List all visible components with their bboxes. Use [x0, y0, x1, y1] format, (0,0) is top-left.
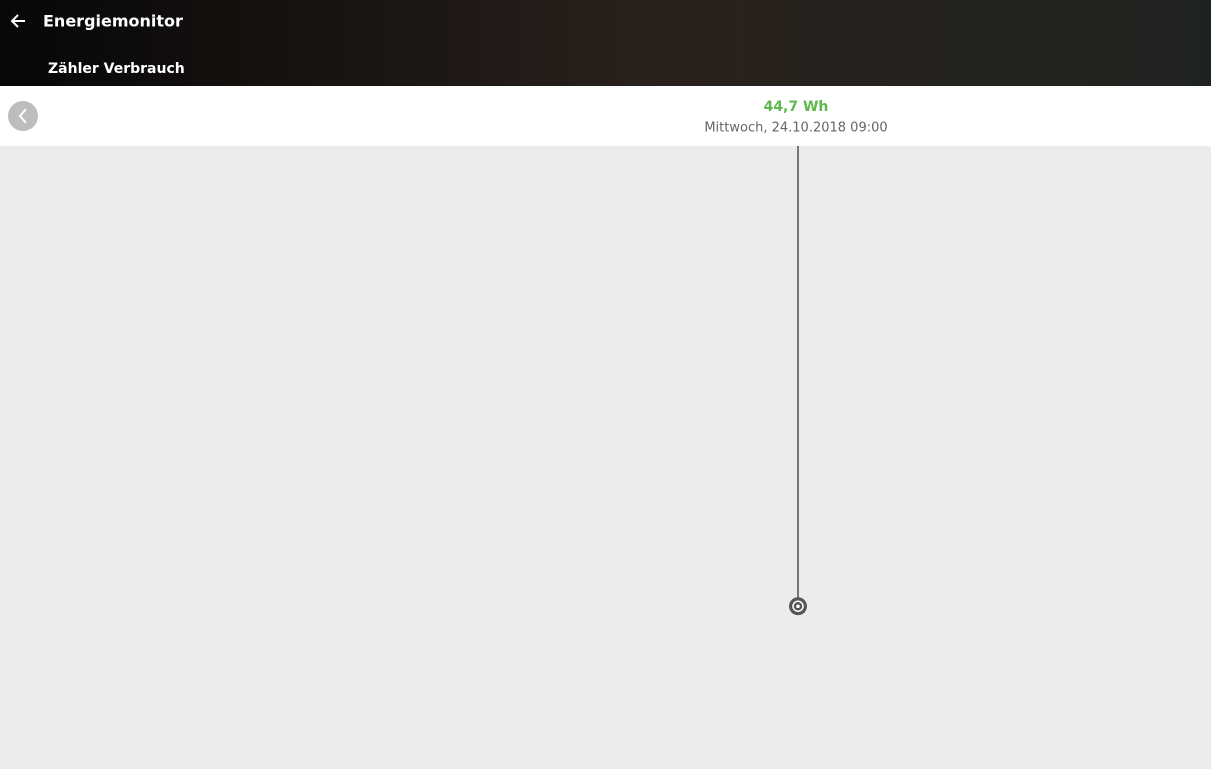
- app-subtitle: Zähler Verbrauch: [48, 61, 185, 77]
- app-bar: [0, 0, 1211, 86]
- tooltip-date: Mittwoch, 24.10.2018 09:00: [704, 121, 887, 136]
- cursor-dot: [796, 604, 800, 609]
- plot-area: [0, 146, 1211, 769]
- previous-button-bg: [8, 101, 38, 131]
- app-title: Energiemonitor: [43, 12, 183, 31]
- back-button[interactable]: [10, 14, 25, 28]
- previous-button[interactable]: [8, 101, 38, 131]
- tooltip-value: 44,7 Wh: [764, 99, 829, 115]
- cursor-ring: [792, 600, 804, 612]
- info-bar: [0, 86, 1211, 146]
- tooltip: 44,7 Wh Mittwoch, 24.10.2018 09:00: [704, 99, 888, 616]
- previous-icon: [18, 108, 27, 124]
